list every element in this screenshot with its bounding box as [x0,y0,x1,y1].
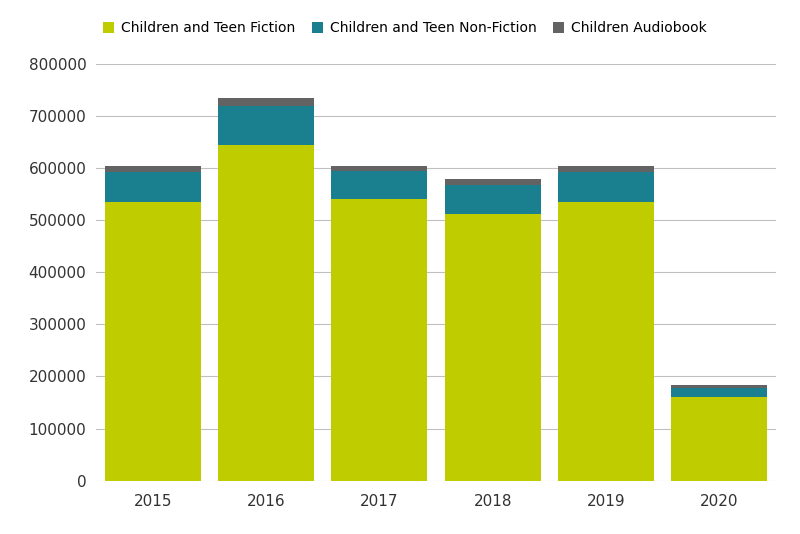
Bar [445,178,541,185]
Bar [671,397,767,481]
Legend: Children and Teen Fiction, Children and Teen Non-Fiction, Children Audiobook: Children and Teen Fiction, Children and … [103,21,707,35]
Bar [218,106,314,145]
Bar [331,171,427,199]
Bar [671,388,767,397]
Bar [218,98,314,106]
Bar [331,199,427,481]
Bar [445,185,541,214]
Bar [558,172,654,202]
Bar [671,386,767,388]
Bar [331,166,427,171]
Bar [445,214,541,481]
Bar [105,166,201,172]
Bar [105,202,201,481]
Bar [105,172,201,202]
Bar [558,202,654,481]
Bar [218,145,314,481]
Bar [558,166,654,172]
